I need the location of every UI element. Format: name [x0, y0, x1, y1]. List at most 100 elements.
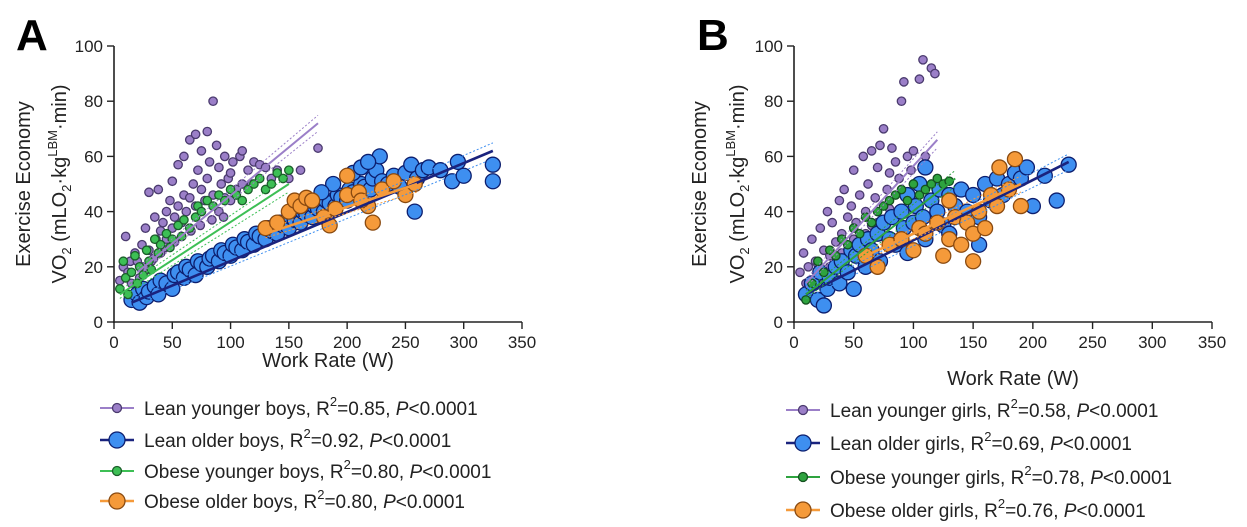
legend-marker	[797, 404, 809, 416]
confidence-band-lower	[131, 158, 494, 308]
data-point	[188, 179, 199, 189]
data-point	[193, 165, 203, 176]
data-point	[902, 151, 913, 162]
x-tick-label: 100	[899, 333, 927, 352]
data-point	[1048, 192, 1065, 209]
regression-line	[119, 183, 290, 296]
data-point	[918, 54, 928, 65]
x-tick-label: 300	[1138, 333, 1166, 352]
data-point	[953, 236, 970, 253]
panel-a: A 0 50 100 150 200 250 300 350 0 20 40 60 80 100 Work R…	[13, 11, 536, 513]
data-point	[202, 195, 213, 206]
x-tick-label: 150	[275, 333, 303, 352]
data-point	[795, 267, 805, 278]
data-point	[455, 167, 472, 184]
data-point	[161, 228, 172, 239]
x-axis-title: Work Rate (W)	[262, 350, 394, 372]
data-point	[243, 184, 253, 195]
data-point	[325, 175, 342, 193]
data-point	[878, 123, 889, 134]
data-point	[141, 245, 152, 256]
x-tick-label: 200	[333, 333, 361, 352]
data-point	[338, 167, 356, 184]
data-point	[272, 168, 283, 178]
legend-marker	[797, 471, 809, 483]
data-point	[173, 220, 183, 231]
data-point	[190, 129, 201, 140]
legend-marker	[108, 492, 126, 510]
data-point	[1012, 197, 1030, 215]
data-point	[890, 190, 901, 200]
y-tick-label: 60	[764, 147, 783, 166]
regression-line	[130, 149, 494, 304]
data-point	[144, 187, 154, 198]
data-point	[165, 195, 175, 206]
data-point	[228, 157, 238, 167]
data-point	[120, 231, 131, 242]
data-point	[896, 184, 907, 195]
data-point	[179, 215, 189, 225]
data-point	[845, 280, 862, 298]
data-point	[304, 192, 321, 209]
data-point	[225, 168, 236, 178]
confidence-band-upper	[136, 114, 319, 269]
data-point	[155, 239, 166, 250]
data-point	[219, 151, 230, 162]
regression-line	[805, 139, 939, 285]
data-point	[149, 234, 160, 245]
data-point	[243, 165, 253, 176]
data-point	[991, 159, 1008, 176]
data-point	[846, 201, 857, 211]
data-point	[854, 228, 865, 239]
data-point	[167, 176, 178, 187]
data-point	[930, 68, 940, 79]
data-point	[126, 267, 137, 278]
data-point	[920, 184, 931, 195]
data-point	[237, 195, 248, 206]
data-point	[190, 212, 201, 222]
data-point	[819, 267, 829, 278]
data-point	[875, 140, 885, 151]
data-point	[208, 96, 218, 107]
data-point	[196, 184, 207, 195]
legend: Lean younger boys, R2=0.85, P<0.0001 Lean…	[100, 394, 491, 513]
data-point	[914, 74, 925, 84]
x-tick-label: 0	[109, 333, 118, 352]
data-point	[964, 253, 982, 270]
y-tick-label: 60	[84, 147, 103, 166]
data-point	[887, 143, 897, 153]
data-point	[237, 146, 248, 156]
y-axis-title-line1: Exercise Economy	[689, 101, 711, 267]
x-tick-label: 350	[1198, 333, 1226, 352]
data-point	[173, 159, 183, 170]
panel-letter: B	[697, 11, 729, 60]
data-point	[807, 278, 817, 289]
data-point	[872, 162, 883, 173]
confidence-band-lower	[805, 186, 956, 299]
data-point	[313, 143, 323, 153]
x-tick-label: 0	[789, 333, 798, 352]
data-point	[184, 192, 195, 203]
data-point	[822, 206, 833, 217]
data-point	[899, 77, 909, 87]
data-point	[140, 223, 151, 234]
data-point	[824, 245, 835, 256]
data-point	[944, 176, 955, 187]
data-point	[278, 173, 288, 184]
data-point	[884, 168, 895, 178]
data-point	[120, 272, 131, 283]
panel-letter: A	[16, 11, 48, 60]
data-point	[181, 206, 192, 217]
legend-label: Obese younger boys, R2=0.80, P<0.0001	[144, 457, 491, 483]
data-point	[866, 217, 877, 228]
data-point	[1018, 159, 1036, 176]
data-point	[858, 151, 869, 162]
legend-marker	[794, 501, 812, 519]
y-axis-title-line2: VO2 (mLO2·kgLBM·min)	[45, 84, 74, 283]
data-point	[848, 165, 859, 176]
regression-line	[865, 182, 1022, 257]
data-point	[295, 165, 306, 176]
y-tick-label: 0	[774, 313, 783, 332]
y-tick-label: 80	[764, 92, 783, 111]
data-point	[798, 248, 809, 258]
